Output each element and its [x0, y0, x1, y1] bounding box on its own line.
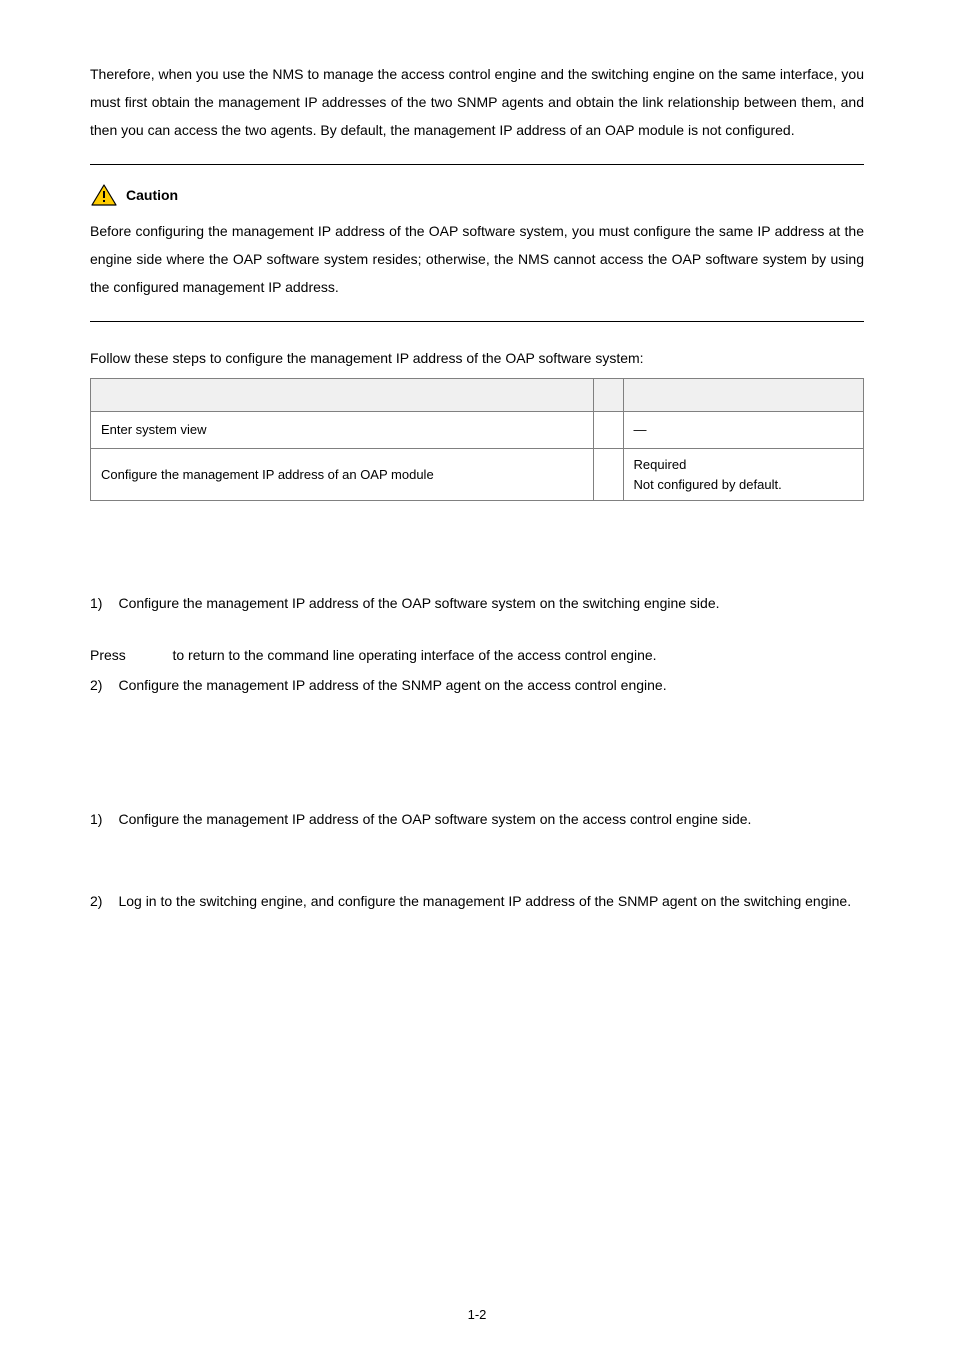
list-b-item-1: 1) Configure the management IP address o…: [90, 805, 864, 833]
list-text: Configure the management IP address of t…: [118, 671, 864, 699]
list-number: 2): [90, 887, 102, 915]
divider-top: [90, 164, 864, 165]
table-cell: [593, 449, 623, 501]
caution-label: Caution: [126, 187, 178, 203]
caution-heading: Caution: [90, 183, 864, 207]
list-text: Configure the management IP address of t…: [118, 805, 864, 833]
spacer: [90, 851, 864, 887]
caution-text: Before configuring the management IP add…: [90, 217, 864, 301]
page: Therefore, when you use the NMS to manag…: [0, 0, 954, 1350]
list-b-item-2: 2) Log in to the switching engine, and c…: [90, 887, 864, 915]
table-cell: Required Not configured by default.: [623, 449, 863, 501]
press-suffix: to return to the command line operating …: [172, 647, 656, 663]
table-header-cell: [623, 379, 863, 412]
warning-icon: [90, 183, 118, 207]
list-a-item-1: 1) Configure the management IP address o…: [90, 589, 864, 617]
intro-paragraph: Therefore, when you use the NMS to manag…: [90, 60, 864, 144]
config-table: Enter system view — Configure the manage…: [90, 378, 864, 501]
table-cell: —: [623, 412, 863, 449]
table-cell: [593, 412, 623, 449]
divider-bottom: [90, 321, 864, 322]
list-a-item-2: 2) Configure the management IP address o…: [90, 671, 864, 699]
spacer: [90, 717, 864, 777]
table-header-cell: [91, 379, 594, 412]
list-text: Log in to the switching engine, and conf…: [118, 887, 864, 915]
steps-intro: Follow these steps to configure the mana…: [90, 344, 864, 372]
list-number: 1): [90, 589, 102, 617]
press-line: Press to return to the command line oper…: [90, 641, 864, 669]
list-number: 2): [90, 671, 102, 699]
page-number: 1-2: [0, 1307, 954, 1322]
press-gap: [130, 647, 169, 663]
table-header-row: [91, 379, 864, 412]
table-row: Enter system view —: [91, 412, 864, 449]
table-row: Configure the management IP address of a…: [91, 449, 864, 501]
table-cell: Configure the management IP address of a…: [91, 449, 594, 501]
spacer: [90, 501, 864, 561]
table-cell: Enter system view: [91, 412, 594, 449]
list-number: 1): [90, 805, 102, 833]
list-text: Configure the management IP address of t…: [118, 589, 864, 617]
press-prefix: Press: [90, 647, 126, 663]
table-header-cell: [593, 379, 623, 412]
